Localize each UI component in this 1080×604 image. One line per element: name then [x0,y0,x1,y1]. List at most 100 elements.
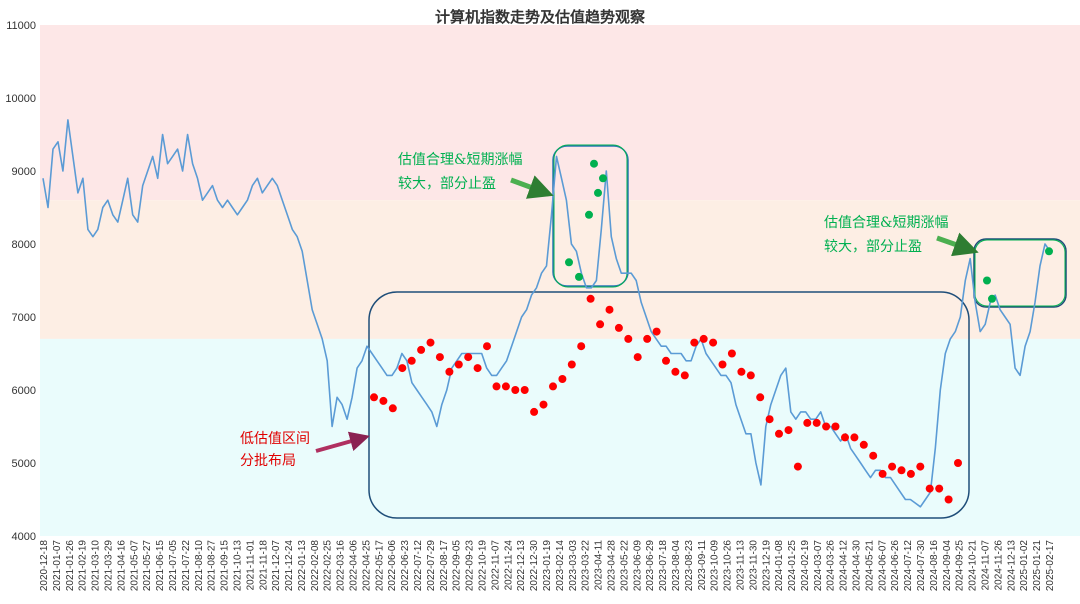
x-tick-label: 2022-08-17 [439,540,450,592]
buy-marker [906,469,915,478]
annotation-1-line-1: 估值合理&短期涨幅 [398,152,522,168]
x-tick-label: 2023-06-29 [645,540,656,592]
x-tick-label: 2023-04-28 [606,540,617,592]
take-profit-box-2025-inner [974,239,1066,307]
x-tick-label: 2023-12-19 [761,540,772,592]
arrow-to-2023-box [510,175,554,199]
buy-marker [614,323,623,332]
x-tick-label: 2024-06-26 [890,540,901,592]
take-profit-marker [565,258,573,267]
x-tick-label: 2022-03-16 [336,540,347,592]
x-tick-label: 2022-01-13 [297,540,308,592]
x-tick-label: 2022-11-24 [503,540,514,591]
x-tick-label: 2021-11-18 [258,540,269,591]
annotation-1-line-2: 较大，部分止盈 [398,176,496,192]
buy-marker [567,360,576,369]
buy-marker [954,459,962,467]
x-tick-label: 2021-01-26 [65,540,76,592]
x-tick-label: 2021-11-01 [245,540,256,591]
x-tick-label: 2021-04-16 [116,540,127,592]
take-profit-marker [983,276,991,285]
annotation-3-line-1: 低估值区间 [240,431,310,447]
x-tick-label: 2021-03-10 [91,540,102,592]
buy-marker [596,320,605,329]
buy-marker [784,426,793,435]
annotation-top-middle: 估值合理&短期涨幅 较大，部分止盈 [398,152,522,192]
x-tick-label: 2021-03-29 [103,540,114,592]
buy-marker [916,462,925,471]
x-tick-label: 2021-05-27 [142,540,153,592]
x-tick-label: 2023-10-09 [710,540,721,592]
x-axis: 2020-12-18 2021-01-07 2021-01-26 2021-02-19… [39,540,1056,592]
x-tick-label: 2024-08-16 [929,540,940,592]
buy-marker [558,375,567,383]
x-tick-label: 2023-11-13 [735,540,746,591]
chart-title: 计算机指数走势及估值趋势观察 [435,8,646,26]
buy-marker [586,294,595,303]
take-profit-box-2025 [973,238,1067,308]
valuation-bands [40,25,1080,536]
take-profit-marker [599,174,607,183]
x-tick-label: 2024-11-07 [981,540,992,591]
x-tick-label: 2024-12-13 [1006,540,1017,592]
x-tick-label: 2022-11-07 [490,540,501,591]
buy-marker [464,353,473,362]
x-tick-label: 2022-06-23 [400,540,411,592]
buy-marker [944,495,953,504]
y-tick-label: 5000 [12,458,36,470]
buy-marker [520,386,529,394]
x-tick-label: 2022-12-30 [529,540,540,592]
x-tick-label: 2025-01-21 [1032,540,1043,592]
buy-marker [539,400,548,409]
x-tick-label: 2021-08-10 [194,540,205,592]
x-tick-label: 2021-12-24 [284,540,295,592]
buy-marker [765,415,774,424]
buy-marker [633,353,642,362]
x-tick-label: 2024-03-07 [813,540,824,592]
x-tick-label: 2023-06-09 [632,540,643,592]
take-profit-box-2023 [552,145,629,287]
buy-marker [445,367,454,376]
buy-marker [718,360,727,369]
buy-marker [699,334,708,343]
x-tick-label: 2021-05-07 [129,540,140,592]
band-2 [40,338,1080,536]
x-tick-label: 2021-12-07 [271,540,282,592]
x-tick-label: 2024-07-30 [916,540,927,592]
buy-marker [680,371,689,380]
y-tick-label: 10000 [5,93,36,105]
x-tick-label: 2021-08-27 [207,540,218,592]
x-tick-label: 2023-01-19 [542,540,553,592]
buy-marker [643,334,652,343]
buy-marker [370,393,378,402]
buy-marker [549,382,557,391]
buy-marker [925,484,934,493]
buy-marker [737,367,746,376]
x-tick-label: 2023-09-11 [697,540,708,591]
buy-marker [756,393,765,402]
x-tick-label: 2022-07-12 [413,540,424,592]
x-tick-label: 2021-07-22 [181,540,192,592]
x-tick-label: 2024-11-26 [993,540,1004,591]
buy-marker [812,418,821,427]
buy-marker [483,342,491,351]
annotation-2-line-1: 估值合理&短期涨幅 [824,215,948,231]
x-tick-label: 2021-06-15 [155,540,166,592]
buy-marker [652,327,661,336]
buy-marker [775,429,783,438]
buy-marker [793,462,802,471]
annotation-top-right: 估值合理&短期涨幅 较大，部分止盈 [824,215,948,255]
buy-marker [841,433,849,442]
buy-marker [662,356,670,365]
x-tick-label: 2023-08-04 [671,540,682,592]
x-tick-label: 2021-07-05 [168,540,179,592]
buy-marker [379,396,388,405]
x-tick-label: 2024-03-26 [826,540,837,592]
buy-marker [624,334,633,343]
signal-markers [370,159,1053,504]
x-tick-label: 2022-07-29 [426,540,437,592]
buy-marker [709,338,718,347]
take-profit-marker [590,159,598,168]
buy-marker [671,367,680,376]
